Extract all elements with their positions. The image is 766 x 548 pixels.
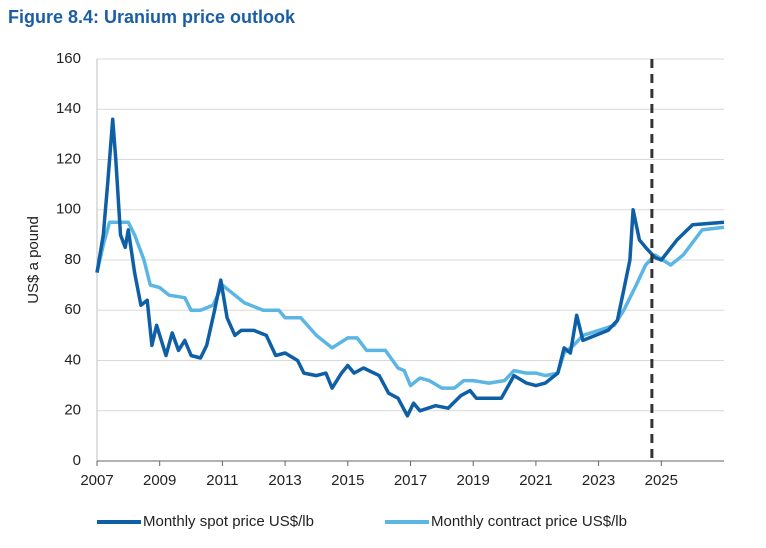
chart-title: Figure 8.4: Uranium price outlook [8,7,296,27]
series-line [95,220,725,390]
y-tick-label: 140 [56,100,81,117]
y-tick-label: 160 [56,50,81,67]
y-tick-label: 60 [64,301,81,318]
x-tick-label: 2007 [80,472,113,489]
y-tick-label: 40 [64,351,81,368]
x-tick-label: 2009 [143,472,176,489]
x-tick-label: 2019 [457,472,490,489]
legend-label: Monthly contract price US$/lb [431,513,627,530]
y-tick-label: 0 [73,452,81,469]
legend-label: Monthly spot price US$/lb [143,513,314,530]
x-tick-label: 2021 [519,472,552,489]
y-tick-label: 20 [64,402,81,419]
y-tick-label: 80 [64,251,81,268]
x-tick-label: 2013 [268,472,301,489]
y-tick-label: 100 [56,201,81,218]
series-line [95,117,725,418]
y-tick-label: 120 [56,150,81,167]
x-tick-label: 2015 [331,472,364,489]
y-axis-label: US$ a pound [25,216,42,304]
x-tick-label: 2017 [394,472,427,489]
x-tick-label: 2023 [582,472,615,489]
x-tick-label: 2025 [645,472,678,489]
x-tick-label: 2011 [206,472,238,489]
